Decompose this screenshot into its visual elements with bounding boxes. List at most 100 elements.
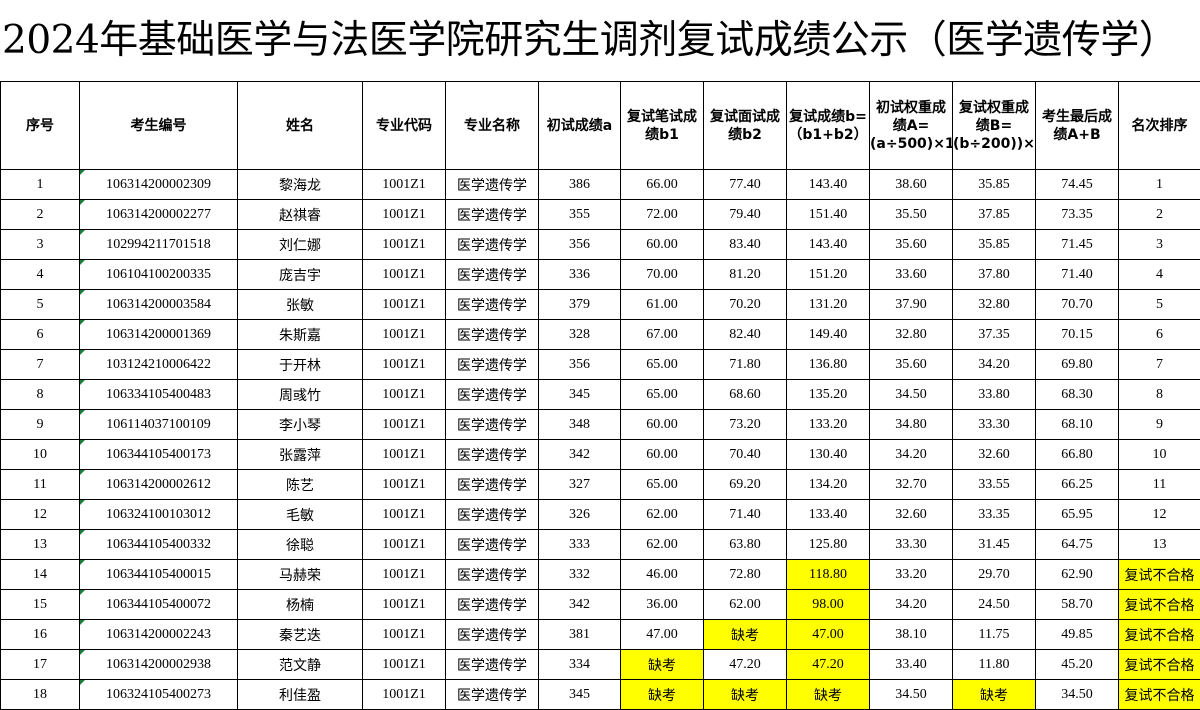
cell-written-score: 缺考 <box>621 680 704 710</box>
cell-marker-icon <box>80 290 85 295</box>
page-title: 2024年基础医学与法医学院研究生调剂复试成绩公示（医学遗传学） <box>0 0 1200 81</box>
cell-candidate-id-text: 106314200001369 <box>106 327 211 342</box>
cell-rank: 5 <box>1119 290 1200 320</box>
cell-retest-weighted-text: 33.55 <box>978 477 1010 492</box>
cell-marker-icon <box>80 470 85 475</box>
cell-initial-score: 327 <box>539 470 621 500</box>
cell-retest-score: 143.40 <box>787 230 870 260</box>
cell-major-code: 1001Z1 <box>363 290 446 320</box>
cell-initial-score: 348 <box>539 410 621 440</box>
cell-rank: 复试不合格 <box>1119 650 1200 680</box>
cell-written-score: 65.00 <box>621 380 704 410</box>
cell-interview-score-text: 70.40 <box>729 447 761 462</box>
cell-rank: 复试不合格 <box>1119 590 1200 620</box>
cell-initial-score: 386 <box>539 170 621 200</box>
cell-interview-score: 71.40 <box>704 500 787 530</box>
cell-written-score: 62.00 <box>621 500 704 530</box>
cell-candidate-id-text: 106324105400273 <box>106 687 211 702</box>
cell-retest-weighted-text: 37.80 <box>978 267 1010 282</box>
cell-major-code: 1001Z1 <box>363 350 446 380</box>
cell-final-score: 68.30 <box>1036 380 1119 410</box>
cell-rank-text: 复试不合格 <box>1125 568 1195 584</box>
cell-seq: 12 <box>1 500 80 530</box>
cell-rank-text: 2 <box>1156 207 1163 222</box>
cell-final-score-text: 71.40 <box>1061 267 1093 282</box>
cell-seq-text: 17 <box>33 657 47 672</box>
cell-rank: 复试不合格 <box>1119 680 1200 710</box>
cell-rank: 13 <box>1119 530 1200 560</box>
cell-major-code-text: 1001Z1 <box>382 297 426 312</box>
cell-retest-score: 47.20 <box>787 650 870 680</box>
cell-final-score: 68.10 <box>1036 410 1119 440</box>
cell-retest-weighted: 37.35 <box>953 320 1036 350</box>
cell-initial-weighted-text: 33.60 <box>895 267 927 282</box>
cell-candidate-id-text: 106314200002277 <box>106 207 211 222</box>
cell-interview-score-text: 73.20 <box>729 417 761 432</box>
cell-interview-score: 47.20 <box>704 650 787 680</box>
cell-initial-weighted-text: 34.20 <box>895 447 927 462</box>
cell-rank-text: 复试不合格 <box>1125 598 1195 614</box>
cell-major-code: 1001Z1 <box>363 440 446 470</box>
cell-interview-score-text: 83.40 <box>729 237 761 252</box>
cell-retest-score: 缺考 <box>787 680 870 710</box>
cell-retest-weighted: 37.85 <box>953 200 1036 230</box>
cell-marker-icon <box>80 650 85 655</box>
cell-major-name: 医学遗传学 <box>446 470 539 500</box>
cell-candidate-id: 106344105400173 <box>80 440 238 470</box>
cell-final-score: 71.45 <box>1036 230 1119 260</box>
cell-rank: 11 <box>1119 470 1200 500</box>
cell-written-score: 67.00 <box>621 320 704 350</box>
cell-retest-score-text: 151.40 <box>809 207 848 222</box>
header-candidate-id: 考生编号 <box>80 82 238 170</box>
cell-initial-score: 334 <box>539 650 621 680</box>
cell-seq-text: 4 <box>37 267 44 282</box>
cell-candidate-id: 106344105400072 <box>80 590 238 620</box>
cell-rank: 3 <box>1119 230 1200 260</box>
cell-interview-score-text: 82.40 <box>729 327 761 342</box>
cell-interview-score: 70.40 <box>704 440 787 470</box>
cell-major-name-text: 医学遗传学 <box>457 598 527 614</box>
cell-written-score-text: 62.00 <box>646 507 678 522</box>
header-seq: 序号 <box>1 82 80 170</box>
cell-initial-weighted: 35.50 <box>870 200 953 230</box>
cell-major-code-text: 1001Z1 <box>382 357 426 372</box>
cell-retest-score-text: 149.40 <box>809 327 848 342</box>
cell-retest-score-text: 134.20 <box>809 477 848 492</box>
cell-name-text: 周彧竹 <box>279 388 321 404</box>
cell-interview-score-text: 72.80 <box>729 567 761 582</box>
cell-major-code-text: 1001Z1 <box>382 177 426 192</box>
cell-candidate-id-text: 103124210006422 <box>106 357 211 372</box>
cell-name-text: 于开林 <box>279 358 321 374</box>
cell-interview-score: 63.80 <box>704 530 787 560</box>
cell-initial-weighted-text: 38.60 <box>895 177 927 192</box>
cell-initial-score: 356 <box>539 350 621 380</box>
cell-retest-weighted: 37.80 <box>953 260 1036 290</box>
cell-written-score-text: 72.00 <box>646 207 678 222</box>
cell-major-name: 医学遗传学 <box>446 320 539 350</box>
cell-initial-score-text: 345 <box>569 387 590 402</box>
cell-major-code-text: 1001Z1 <box>382 627 426 642</box>
cell-marker-icon <box>80 680 85 685</box>
cell-major-name-text: 医学遗传学 <box>457 208 527 224</box>
cell-retest-weighted: 35.85 <box>953 170 1036 200</box>
cell-candidate-id-text: 106344105400072 <box>106 597 211 612</box>
cell-name-text: 张敏 <box>286 298 314 314</box>
cell-rank: 12 <box>1119 500 1200 530</box>
cell-rank-text: 8 <box>1156 387 1163 402</box>
cell-seq-text: 18 <box>33 687 47 702</box>
cell-retest-score: 149.40 <box>787 320 870 350</box>
cell-major-code: 1001Z1 <box>363 560 446 590</box>
cell-final-score-text: 68.30 <box>1061 387 1093 402</box>
cell-major-code-text: 1001Z1 <box>382 507 426 522</box>
cell-written-score-text: 70.00 <box>646 267 678 282</box>
cell-seq: 16 <box>1 620 80 650</box>
cell-initial-score: 381 <box>539 620 621 650</box>
cell-final-score-text: 73.35 <box>1061 207 1093 222</box>
cell-seq: 3 <box>1 230 80 260</box>
cell-major-name-text: 医学遗传学 <box>457 178 527 194</box>
cell-major-name-text: 医学遗传学 <box>457 328 527 344</box>
cell-initial-score: 345 <box>539 380 621 410</box>
cell-major-name: 医学遗传学 <box>446 500 539 530</box>
